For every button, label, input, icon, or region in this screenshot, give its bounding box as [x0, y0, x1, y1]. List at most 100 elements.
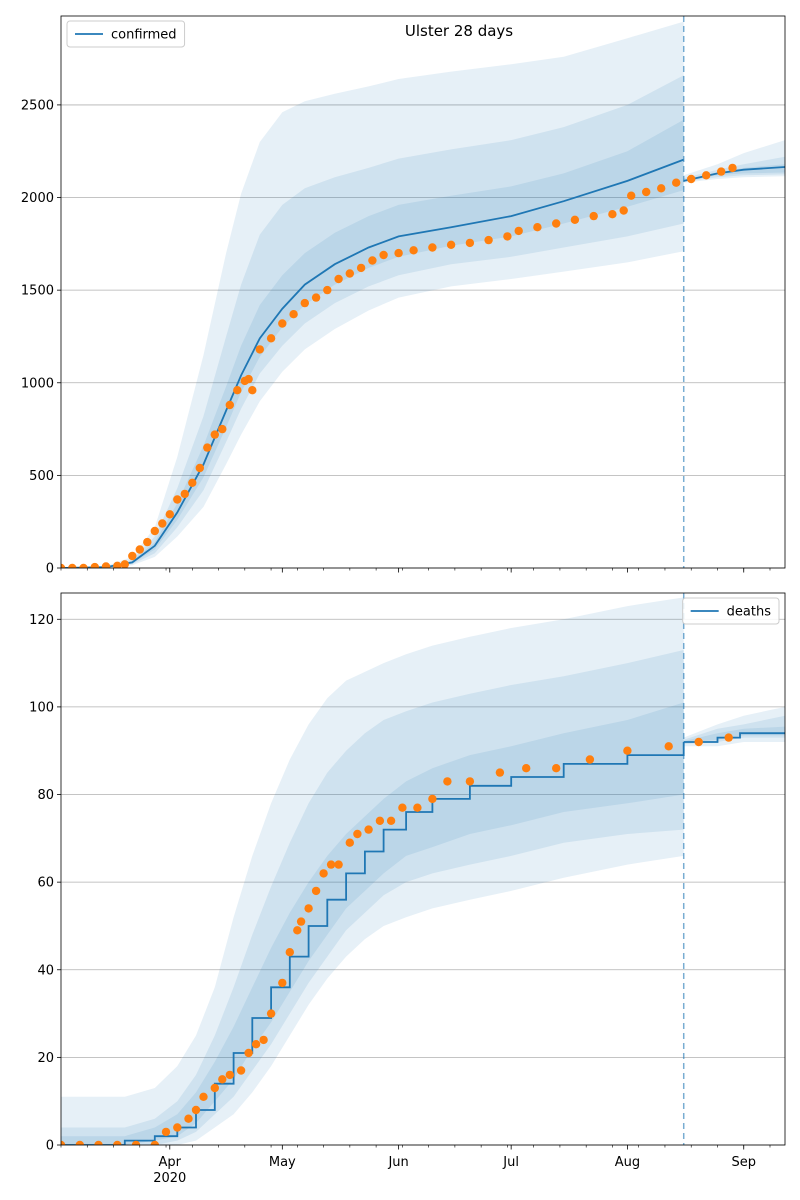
observed-point	[334, 274, 343, 284]
observed-point	[278, 978, 287, 988]
x-tick-label: Apr	[159, 1155, 182, 1170]
plot-area	[61, 597, 785, 1145]
chart-title: Ulster 28 days	[405, 22, 513, 40]
observed-point	[143, 537, 152, 547]
observed-point	[173, 495, 182, 504]
observed-point	[61, 563, 66, 568]
observed-point	[304, 904, 313, 913]
observed-point	[150, 526, 159, 536]
y-tick-label: 1000	[21, 376, 54, 391]
uncertainty-band	[61, 702, 684, 1145]
y-tick-label: 0	[46, 1139, 54, 1154]
observed-point	[368, 256, 377, 265]
observed-point	[244, 1048, 253, 1058]
observed-point	[379, 250, 388, 260]
observed-point	[203, 443, 212, 452]
observed-point	[446, 240, 456, 249]
observed-point	[266, 1009, 276, 1018]
observed-point	[443, 777, 452, 786]
observed-point	[356, 263, 366, 273]
observed-point	[259, 1035, 268, 1045]
observed-point	[728, 163, 737, 173]
observed-point	[161, 1127, 171, 1137]
series-line	[61, 742, 685, 1145]
observed-point	[128, 551, 137, 561]
observed-point	[627, 191, 636, 200]
observed-point	[218, 1075, 227, 1084]
observed-point	[165, 510, 174, 519]
observed-point	[484, 235, 493, 245]
axes-frame	[60, 592, 786, 1146]
observed-point	[94, 1140, 103, 1145]
observed-point	[724, 733, 733, 742]
observed-point	[120, 560, 129, 568]
uncertainty-band	[61, 597, 684, 1145]
series-line	[61, 158, 685, 568]
observed-point	[589, 211, 598, 221]
forecast-band	[683, 140, 785, 183]
observed-point	[672, 178, 681, 187]
observed-point	[191, 1105, 201, 1115]
observed-point	[184, 1114, 193, 1123]
observed-point	[465, 777, 475, 786]
observed-point	[398, 803, 407, 812]
observed-point	[150, 1140, 159, 1145]
observed-point	[289, 310, 298, 319]
forecast-band	[683, 706, 785, 747]
observed-point	[364, 825, 373, 834]
observed-point	[409, 246, 418, 255]
x-tick-label: Jul	[502, 1155, 519, 1170]
x-tick-label: Jun	[387, 1155, 408, 1170]
observed-point	[514, 226, 523, 236]
forecast-band	[683, 715, 785, 745]
observed-point	[195, 463, 204, 473]
y-tick-label: 80	[37, 788, 54, 803]
observed-point	[522, 764, 531, 773]
observed-point	[702, 171, 711, 180]
observed-point	[225, 400, 234, 410]
observed-point	[173, 1123, 182, 1132]
observed-point	[428, 243, 437, 252]
observed-point	[244, 374, 253, 384]
x-tick-label: Aug	[615, 1155, 640, 1170]
observed-point	[236, 1066, 246, 1075]
uncertainty-band	[61, 650, 684, 1145]
observed-point	[113, 561, 122, 568]
observed-point	[717, 167, 726, 176]
observed-point	[585, 755, 595, 764]
observed-point	[694, 737, 703, 747]
observed-point	[533, 223, 542, 232]
x-tick-label: Sep	[731, 1155, 756, 1170]
observed-point	[296, 917, 306, 926]
forecast-band	[683, 726, 785, 743]
observed-point	[608, 210, 617, 219]
y-tick-label: 2500	[21, 98, 54, 113]
observed-point	[323, 285, 332, 295]
y-tick-label: 0	[46, 562, 54, 577]
x-tick-label: May	[269, 1155, 296, 1170]
observed-point	[225, 1070, 234, 1080]
observed-point	[113, 1140, 122, 1145]
observed-point	[251, 1040, 261, 1049]
uncertainty-band	[61, 75, 684, 568]
observed-point	[386, 816, 396, 825]
y-tick-label: 60	[37, 876, 54, 891]
observed-point	[642, 187, 651, 197]
observed-point	[495, 768, 505, 777]
observed-point	[687, 174, 696, 184]
y-tick-label: 100	[29, 700, 54, 715]
observed-point	[255, 345, 264, 354]
observed-point	[131, 1140, 141, 1145]
y-tick-label: 1500	[21, 284, 54, 299]
observed-point	[319, 869, 328, 878]
observed-point	[90, 562, 99, 568]
observed-point	[75, 1140, 84, 1145]
observed-point	[293, 926, 302, 935]
confirmed-panel: 0 500 1000 1500 2000 2500 Ulster 28 days confir…	[21, 15, 786, 577]
observed-point	[68, 563, 77, 568]
plot-area	[61, 21, 785, 568]
uncertainty-band	[61, 119, 684, 568]
observed-point	[180, 489, 189, 499]
